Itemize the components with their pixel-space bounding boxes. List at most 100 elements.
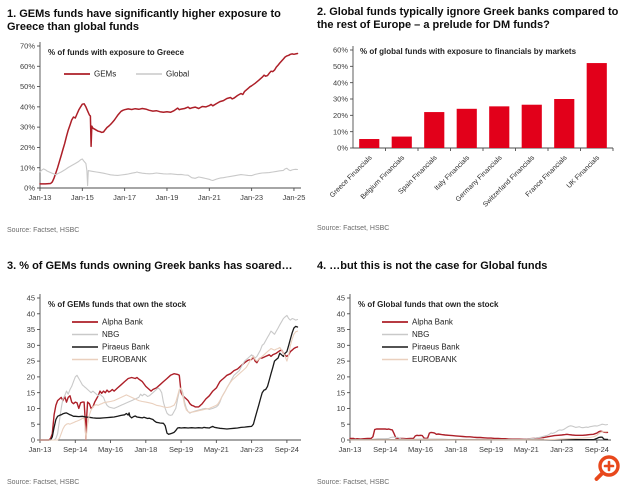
svg-text:Jan-18: Jan-18: [444, 445, 467, 454]
svg-text:% of Global funds that own the: % of Global funds that own the stock: [358, 300, 499, 309]
bar-greece-financials: [359, 139, 380, 148]
chart-source: Source: Factset, HSBC: [317, 479, 390, 486]
bar-belgium-financials: [391, 136, 412, 148]
bar-spain-financials: [424, 112, 445, 148]
svg-text:35: 35: [27, 325, 35, 334]
bar-chart-financials-by-market: 60% 50% 40% 30% 20% 10% 0% % of global funds wi…: [329, 46, 614, 209]
bar-uk-financials: [586, 63, 607, 148]
svg-text:May-16: May-16: [98, 445, 123, 454]
svg-text:Alpha Bank: Alpha Bank: [412, 318, 454, 327]
zoom-in-icon[interactable]: [590, 453, 622, 485]
series-eurobank: [39, 330, 299, 441]
chart-panel-gems-exposure: 1. GEMs funds have significantly higher …: [7, 8, 309, 234]
svg-text:15: 15: [337, 388, 345, 397]
svg-text:10: 10: [27, 404, 35, 413]
svg-text:May-21: May-21: [204, 445, 229, 454]
svg-text:Sep-19: Sep-19: [479, 445, 503, 454]
svg-text:Jan-18: Jan-18: [134, 445, 157, 454]
chart-title: 2. Global funds typically ignore Greek b…: [317, 6, 619, 32]
svg-text:25: 25: [27, 357, 35, 366]
svg-text:60%: 60%: [333, 46, 348, 55]
svg-text:Piraeus Bank: Piraeus Bank: [102, 343, 151, 352]
svg-text:% of GEMs funds that own the s: % of GEMs funds that own the stock: [48, 300, 187, 309]
svg-text:50%: 50%: [333, 62, 348, 71]
chart-panel-global-financials: 2. Global funds typically ignore Greek b…: [317, 6, 619, 232]
chart-title: 1. GEMs funds have significantly higher …: [7, 8, 281, 34]
svg-text:Sep-19: Sep-19: [169, 445, 193, 454]
svg-text:Piraeus Bank: Piraeus Bank: [412, 343, 461, 352]
svg-text:% of funds with exposure to Gr: % of funds with exposure to Greece: [48, 48, 185, 57]
svg-text:35: 35: [337, 325, 345, 334]
series-global: [39, 158, 299, 187]
svg-text:EUROBANK: EUROBANK: [412, 355, 458, 364]
svg-text:Sep-24: Sep-24: [275, 445, 299, 454]
svg-text:0: 0: [341, 436, 345, 445]
series-eurobank: [349, 430, 609, 441]
svg-text:30%: 30%: [333, 95, 348, 104]
svg-text:50%: 50%: [20, 82, 35, 91]
svg-text:% of global funds with exposur: % of global funds with exposure to finan…: [360, 47, 577, 56]
svg-text:40: 40: [337, 309, 345, 318]
svg-text:Jan-17: Jan-17: [113, 193, 136, 202]
svg-text:Sep-14: Sep-14: [63, 445, 87, 454]
svg-text:Jan-19: Jan-19: [156, 193, 179, 202]
svg-text:30%: 30%: [20, 123, 35, 132]
svg-text:40%: 40%: [333, 78, 348, 87]
svg-text:0: 0: [31, 436, 35, 445]
svg-text:45: 45: [27, 294, 35, 303]
svg-text:0%: 0%: [24, 184, 35, 193]
svg-text:10%: 10%: [20, 163, 35, 172]
svg-text:May-16: May-16: [408, 445, 433, 454]
svg-text:EUROBANK: EUROBANK: [102, 355, 148, 364]
svg-text:40%: 40%: [20, 102, 35, 111]
svg-text:May-21: May-21: [514, 445, 539, 454]
svg-text:10: 10: [337, 404, 345, 413]
chart-title: 3. % of GEMs funds owning Greek banks ha…: [7, 260, 293, 272]
svg-text:5: 5: [31, 420, 35, 429]
svg-text:Global: Global: [166, 70, 189, 79]
chart-source: Source: Factset, HSBC: [7, 227, 80, 234]
svg-text:15: 15: [27, 388, 35, 397]
svg-text:NBG: NBG: [412, 330, 429, 339]
svg-text:40: 40: [27, 309, 35, 318]
svg-text:45: 45: [337, 294, 345, 303]
svg-text:UK Financials: UK Financials: [566, 154, 602, 190]
svg-text:Jan-13: Jan-13: [29, 193, 52, 202]
svg-text:70%: 70%: [20, 42, 35, 51]
chart-source: Source: Factset, HSBC: [317, 225, 390, 232]
svg-text:20: 20: [27, 372, 35, 381]
svg-text:0%: 0%: [337, 144, 348, 153]
series-gems: [39, 52, 299, 185]
chart-panel-global-greek-banks: 4. …but this is not the case for Global …: [317, 260, 619, 486]
svg-text:20%: 20%: [333, 111, 348, 120]
chart-panel-gems-greek-banks: 3. % of GEMs funds owning Greek banks ha…: [7, 260, 309, 486]
chart-source: Source: Factset, HSBC: [7, 479, 80, 486]
series-alpha-bank: [39, 346, 299, 441]
bar-germany-financials: [489, 106, 510, 148]
svg-text:Jan-13: Jan-13: [339, 445, 362, 454]
svg-text:Jan-23: Jan-23: [240, 445, 263, 454]
svg-text:Jan-13: Jan-13: [29, 445, 52, 454]
svg-text:Jan-23: Jan-23: [240, 193, 263, 202]
svg-text:NBG: NBG: [102, 330, 119, 339]
svg-text:Alpha Bank: Alpha Bank: [102, 318, 144, 327]
bar-switzerland-financials: [521, 104, 542, 148]
svg-text:20: 20: [337, 372, 345, 381]
svg-text:20%: 20%: [20, 143, 35, 152]
svg-text:Sep-14: Sep-14: [373, 445, 397, 454]
line-chart-gems-vs-global: 70% 60% 50% 40% 30% 20% 10% 0%Jan-13 Jan-15 Jan-1…: [20, 42, 305, 202]
svg-text:10%: 10%: [333, 127, 348, 136]
bar-italy-financials: [456, 108, 477, 148]
series-nbg: [39, 314, 299, 441]
svg-text:30: 30: [337, 341, 345, 350]
chart-title: 4. …but this is not the case for Global …: [317, 260, 548, 272]
svg-text:Sep-24: Sep-24: [585, 445, 609, 454]
bar-france-financials: [554, 99, 575, 148]
series-alpha-bank: [349, 428, 609, 440]
series-piraeus-bank: [39, 325, 299, 441]
series-nbg: [349, 423, 609, 441]
svg-text:GEMs: GEMs: [94, 70, 116, 79]
